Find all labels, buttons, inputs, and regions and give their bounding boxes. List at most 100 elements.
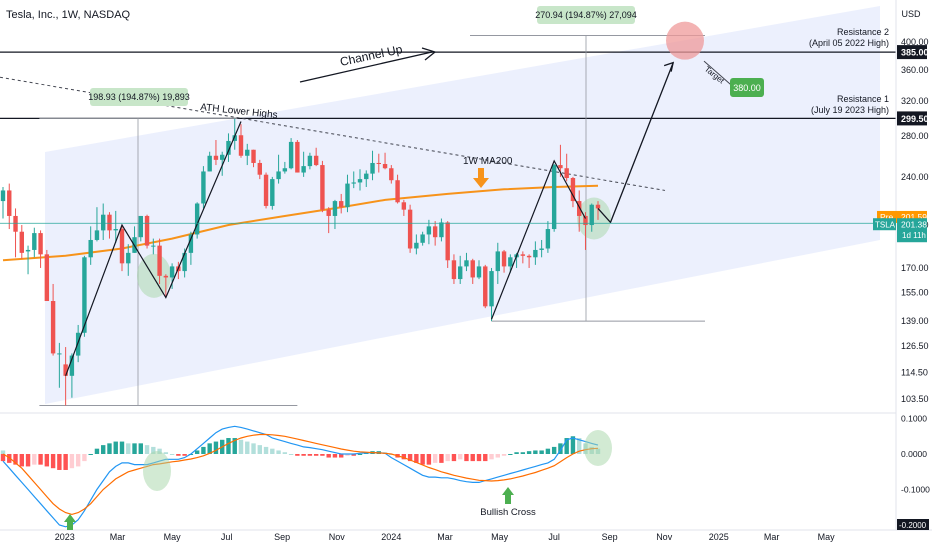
macd-histogram-bar (451, 454, 457, 462)
time-tick-label: Mar (437, 532, 453, 542)
candle (13, 208, 18, 258)
time-tick-label: Nov (656, 532, 673, 542)
candles (0, 118, 601, 406)
candle (407, 204, 413, 253)
time-tick-label: 2025 (709, 532, 729, 542)
candle-body (401, 202, 407, 210)
candle-body (326, 209, 331, 216)
macd-histogram-bar (320, 454, 325, 456)
fractal-line-1 (65, 121, 242, 377)
candle (25, 245, 31, 275)
candle (495, 242, 500, 284)
ath-lower-highs-line (0, 76, 666, 191)
candle (57, 342, 62, 388)
macd-histogram-bar (351, 454, 356, 456)
price-tick-label: 360.00 (901, 65, 929, 75)
macd-histogram-bar (57, 454, 62, 470)
candle-body (476, 266, 482, 278)
candle-body (432, 226, 438, 238)
candle (82, 255, 87, 337)
candle (169, 263, 175, 289)
macd-histogram-bar (75, 454, 81, 467)
macd-histogram-bar (407, 454, 413, 462)
candle (220, 151, 225, 176)
price-badge-bg (897, 111, 927, 126)
macd-histogram-bar (201, 446, 206, 454)
candle-body (207, 155, 212, 172)
candle (19, 225, 24, 259)
price-tick-label: 155.00 (901, 287, 929, 297)
candle (119, 225, 125, 272)
macd-histogram-bar (295, 454, 300, 456)
candle-body (163, 275, 169, 278)
candle (501, 249, 507, 273)
candle-body (7, 190, 12, 216)
candle (339, 193, 344, 214)
candle-body (169, 266, 175, 278)
target-price-label: 380.00 (733, 83, 761, 93)
candle (151, 238, 156, 255)
candle-body (63, 364, 68, 376)
candle (426, 219, 432, 245)
price-tick-label: 103.50 (901, 394, 929, 404)
macd-histogram-bar (226, 438, 231, 454)
resistance-1-title: Resistance 1 (837, 94, 889, 104)
candle (276, 154, 281, 184)
candle-body (107, 214, 112, 231)
candle-body (589, 204, 594, 226)
candle (357, 169, 363, 191)
measure1-label: 198.93 (194.87%) 19,893 (88, 92, 190, 102)
candle (464, 252, 469, 272)
candle-body (533, 249, 538, 258)
macd-histogram-bar (232, 438, 237, 454)
macd-histogram-bar (194, 450, 200, 454)
macd-histogram-bar (257, 445, 262, 454)
candle (539, 239, 544, 258)
candle (107, 212, 112, 239)
candle-body (138, 215, 143, 238)
candle-body (88, 239, 93, 258)
candle (376, 153, 381, 173)
macd-histogram-bar (564, 438, 569, 454)
macd-histogram-bar (0, 454, 6, 462)
projection-path (597, 62, 674, 224)
macd-histogram-bar (32, 454, 37, 465)
candle-body (94, 230, 100, 240)
fractal-line-2 (490, 159, 587, 320)
candle (245, 143, 250, 166)
macd-histogram-bar (19, 454, 24, 467)
candle (194, 202, 200, 239)
candle (88, 226, 93, 265)
last-price-bg (897, 218, 927, 243)
time-tick-label: May (164, 532, 182, 542)
candle-body (295, 141, 300, 173)
currency-label: USD (901, 9, 921, 19)
candle (432, 221, 438, 246)
candle-body (126, 252, 131, 264)
macd-histogram-bar (307, 454, 313, 456)
candle-body (407, 209, 413, 249)
candle-body (458, 266, 463, 280)
macd-histogram-bar (445, 454, 450, 462)
candle-body (332, 201, 338, 216)
candle (458, 255, 463, 284)
candle-body (75, 332, 81, 356)
channel-up-band (45, 6, 880, 404)
candle-body (395, 180, 400, 203)
measure2-label-bg (537, 6, 635, 24)
candle (370, 150, 375, 181)
candle (69, 353, 75, 398)
candle (270, 176, 275, 210)
resistance-2-subtitle: (April 05 2022 High) (809, 38, 889, 48)
candle-body (583, 215, 588, 226)
macd-histogram-bar (520, 452, 526, 454)
macd-histogram-bar (332, 454, 338, 458)
signal-line (2, 433, 599, 516)
candle (232, 118, 237, 150)
channel-arrow (299, 51, 433, 83)
macd-histogram-bar (245, 441, 250, 454)
price-tick-label: 280.00 (901, 131, 929, 141)
bullish-cross-label: Bullish Cross (480, 507, 536, 518)
candle-body (545, 229, 551, 249)
